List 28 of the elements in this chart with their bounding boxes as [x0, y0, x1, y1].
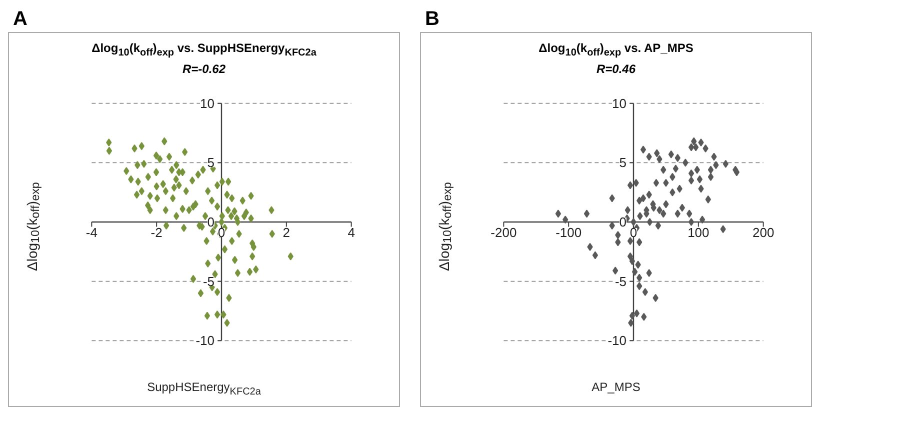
x-tick-label: -100	[556, 225, 582, 240]
y-tick-label: 5	[207, 155, 215, 170]
y-tick-label: 10	[200, 96, 215, 111]
y-tick-label: 0	[619, 214, 627, 230]
x-tick-label: 200	[752, 225, 774, 240]
x-axis-title: SuppHSEnergy$_{KFC2a}$	[146, 379, 262, 400]
chart-subtitle: R=0.46	[596, 62, 636, 76]
x-axis-title: AP_MPS	[590, 379, 642, 396]
x-tick-label: 0	[630, 225, 638, 240]
y-tick-label: -10	[608, 333, 627, 348]
x-tick-label: 4	[348, 225, 355, 240]
chart-title: Δlog$_{10}$(k$_{off}$)$_{exp}$ vs. AP_MPS	[538, 41, 694, 58]
chart-subtitle: R=-0.62	[182, 62, 226, 76]
text: A	[13, 8, 28, 30]
y-tick-label: 10	[612, 96, 627, 111]
text: B	[425, 8, 440, 30]
x-tick-label: 0	[218, 225, 226, 240]
x-tick-label: 100	[688, 225, 710, 240]
y-tick-label: 0	[207, 214, 215, 230]
y-tick-label: -10	[196, 333, 215, 348]
x-tick-label: -2	[150, 225, 162, 240]
x-tick-label: -200	[490, 225, 517, 240]
y-tick-label: -5	[614, 274, 627, 289]
y-tick-label: 5	[619, 155, 627, 170]
chart-title: Δlog$_{10}$(k$_{off}$)$_{exp}$ vs. SuppHSEnergy$_{KFC2a}$	[92, 41, 316, 58]
x-tick-label: -4	[86, 225, 98, 240]
y-tick-label: -5	[202, 274, 215, 289]
x-tick-label: 2	[282, 225, 290, 240]
